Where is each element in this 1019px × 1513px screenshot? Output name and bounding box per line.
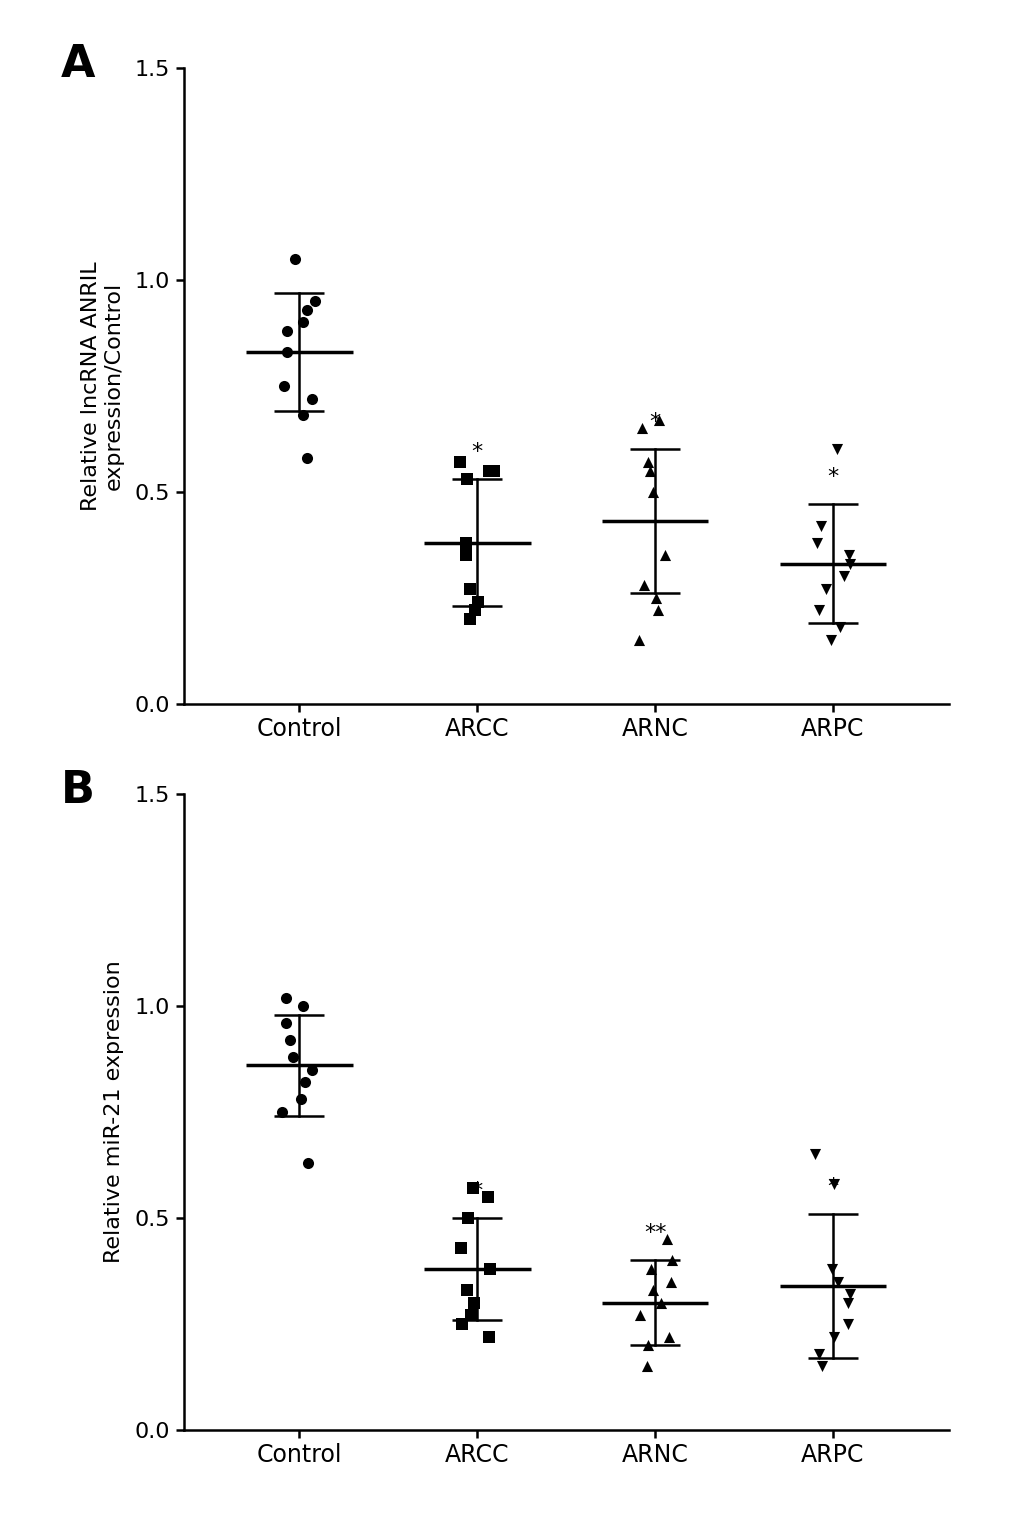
Point [462, 1303, 478, 1327]
Point [660, 1324, 677, 1348]
Point [300, 1151, 316, 1176]
Point [286, 247, 303, 271]
Point [823, 1257, 840, 1282]
Point [825, 1173, 842, 1197]
Point [639, 1333, 655, 1357]
Text: **: ** [643, 1224, 665, 1244]
Point [810, 1342, 826, 1366]
Point [278, 319, 294, 343]
Point [294, 994, 311, 1018]
Point [304, 1058, 320, 1082]
Point [281, 1027, 298, 1052]
Text: A: A [61, 42, 96, 86]
Point [459, 468, 475, 492]
Point [277, 985, 293, 1009]
Point [462, 607, 478, 631]
Point [294, 404, 311, 428]
Point [480, 458, 496, 483]
Point [817, 576, 834, 601]
Point [638, 1354, 654, 1378]
Point [636, 573, 652, 598]
Point [462, 576, 478, 601]
Point [662, 1269, 679, 1294]
Point [485, 458, 501, 483]
Point [451, 449, 468, 474]
Point [307, 289, 323, 313]
Point [647, 586, 663, 610]
Point [642, 458, 658, 483]
Point [806, 1142, 822, 1167]
Point [825, 1324, 842, 1348]
Point [827, 437, 844, 461]
Point [841, 552, 857, 576]
Point [645, 480, 661, 504]
Text: *: * [471, 442, 482, 461]
Point [466, 598, 482, 622]
Point [453, 1312, 470, 1336]
Point [297, 1070, 313, 1094]
Y-axis label: Relative miR-21 expression: Relative miR-21 expression [104, 961, 123, 1263]
Y-axis label: Relative lncRNA ANRIL
expression/Control: Relative lncRNA ANRIL expression/Control [81, 262, 123, 510]
Text: *: * [826, 468, 838, 487]
Point [656, 543, 673, 567]
Point [650, 407, 666, 431]
Point [634, 416, 650, 440]
Text: *: * [826, 1177, 838, 1197]
Point [479, 1185, 495, 1209]
Point [839, 1312, 855, 1336]
Text: *: * [471, 1182, 482, 1201]
Point [458, 531, 474, 555]
Point [452, 1236, 469, 1260]
Point [632, 1303, 648, 1327]
Point [630, 628, 646, 652]
Point [459, 1278, 475, 1303]
Point [292, 1088, 309, 1112]
Text: B: B [61, 769, 95, 812]
Point [841, 1282, 857, 1306]
Text: *: * [649, 413, 660, 433]
Point [644, 1278, 660, 1303]
Point [822, 628, 839, 652]
Point [658, 1227, 675, 1251]
Point [652, 1291, 668, 1315]
Point [810, 598, 826, 622]
Point [649, 598, 665, 622]
Point [274, 1100, 290, 1124]
Point [663, 1248, 680, 1272]
Point [460, 1206, 476, 1230]
Point [828, 1269, 845, 1294]
Point [642, 1257, 658, 1282]
Point [812, 513, 828, 537]
Point [299, 446, 315, 471]
Point [639, 449, 655, 474]
Point [294, 310, 311, 334]
Point [304, 386, 320, 410]
Point [278, 1011, 294, 1035]
Point [840, 543, 856, 567]
Point [470, 590, 486, 614]
Point [839, 1291, 855, 1315]
Point [465, 1291, 481, 1315]
Point [835, 564, 851, 589]
Point [808, 531, 824, 555]
Point [458, 543, 474, 567]
Point [284, 1045, 301, 1070]
Point [465, 1176, 481, 1200]
Point [812, 1354, 828, 1378]
Point [299, 298, 315, 322]
Point [278, 340, 294, 365]
Point [482, 1257, 498, 1282]
Point [275, 374, 291, 398]
Point [481, 1324, 497, 1348]
Point [830, 616, 847, 640]
